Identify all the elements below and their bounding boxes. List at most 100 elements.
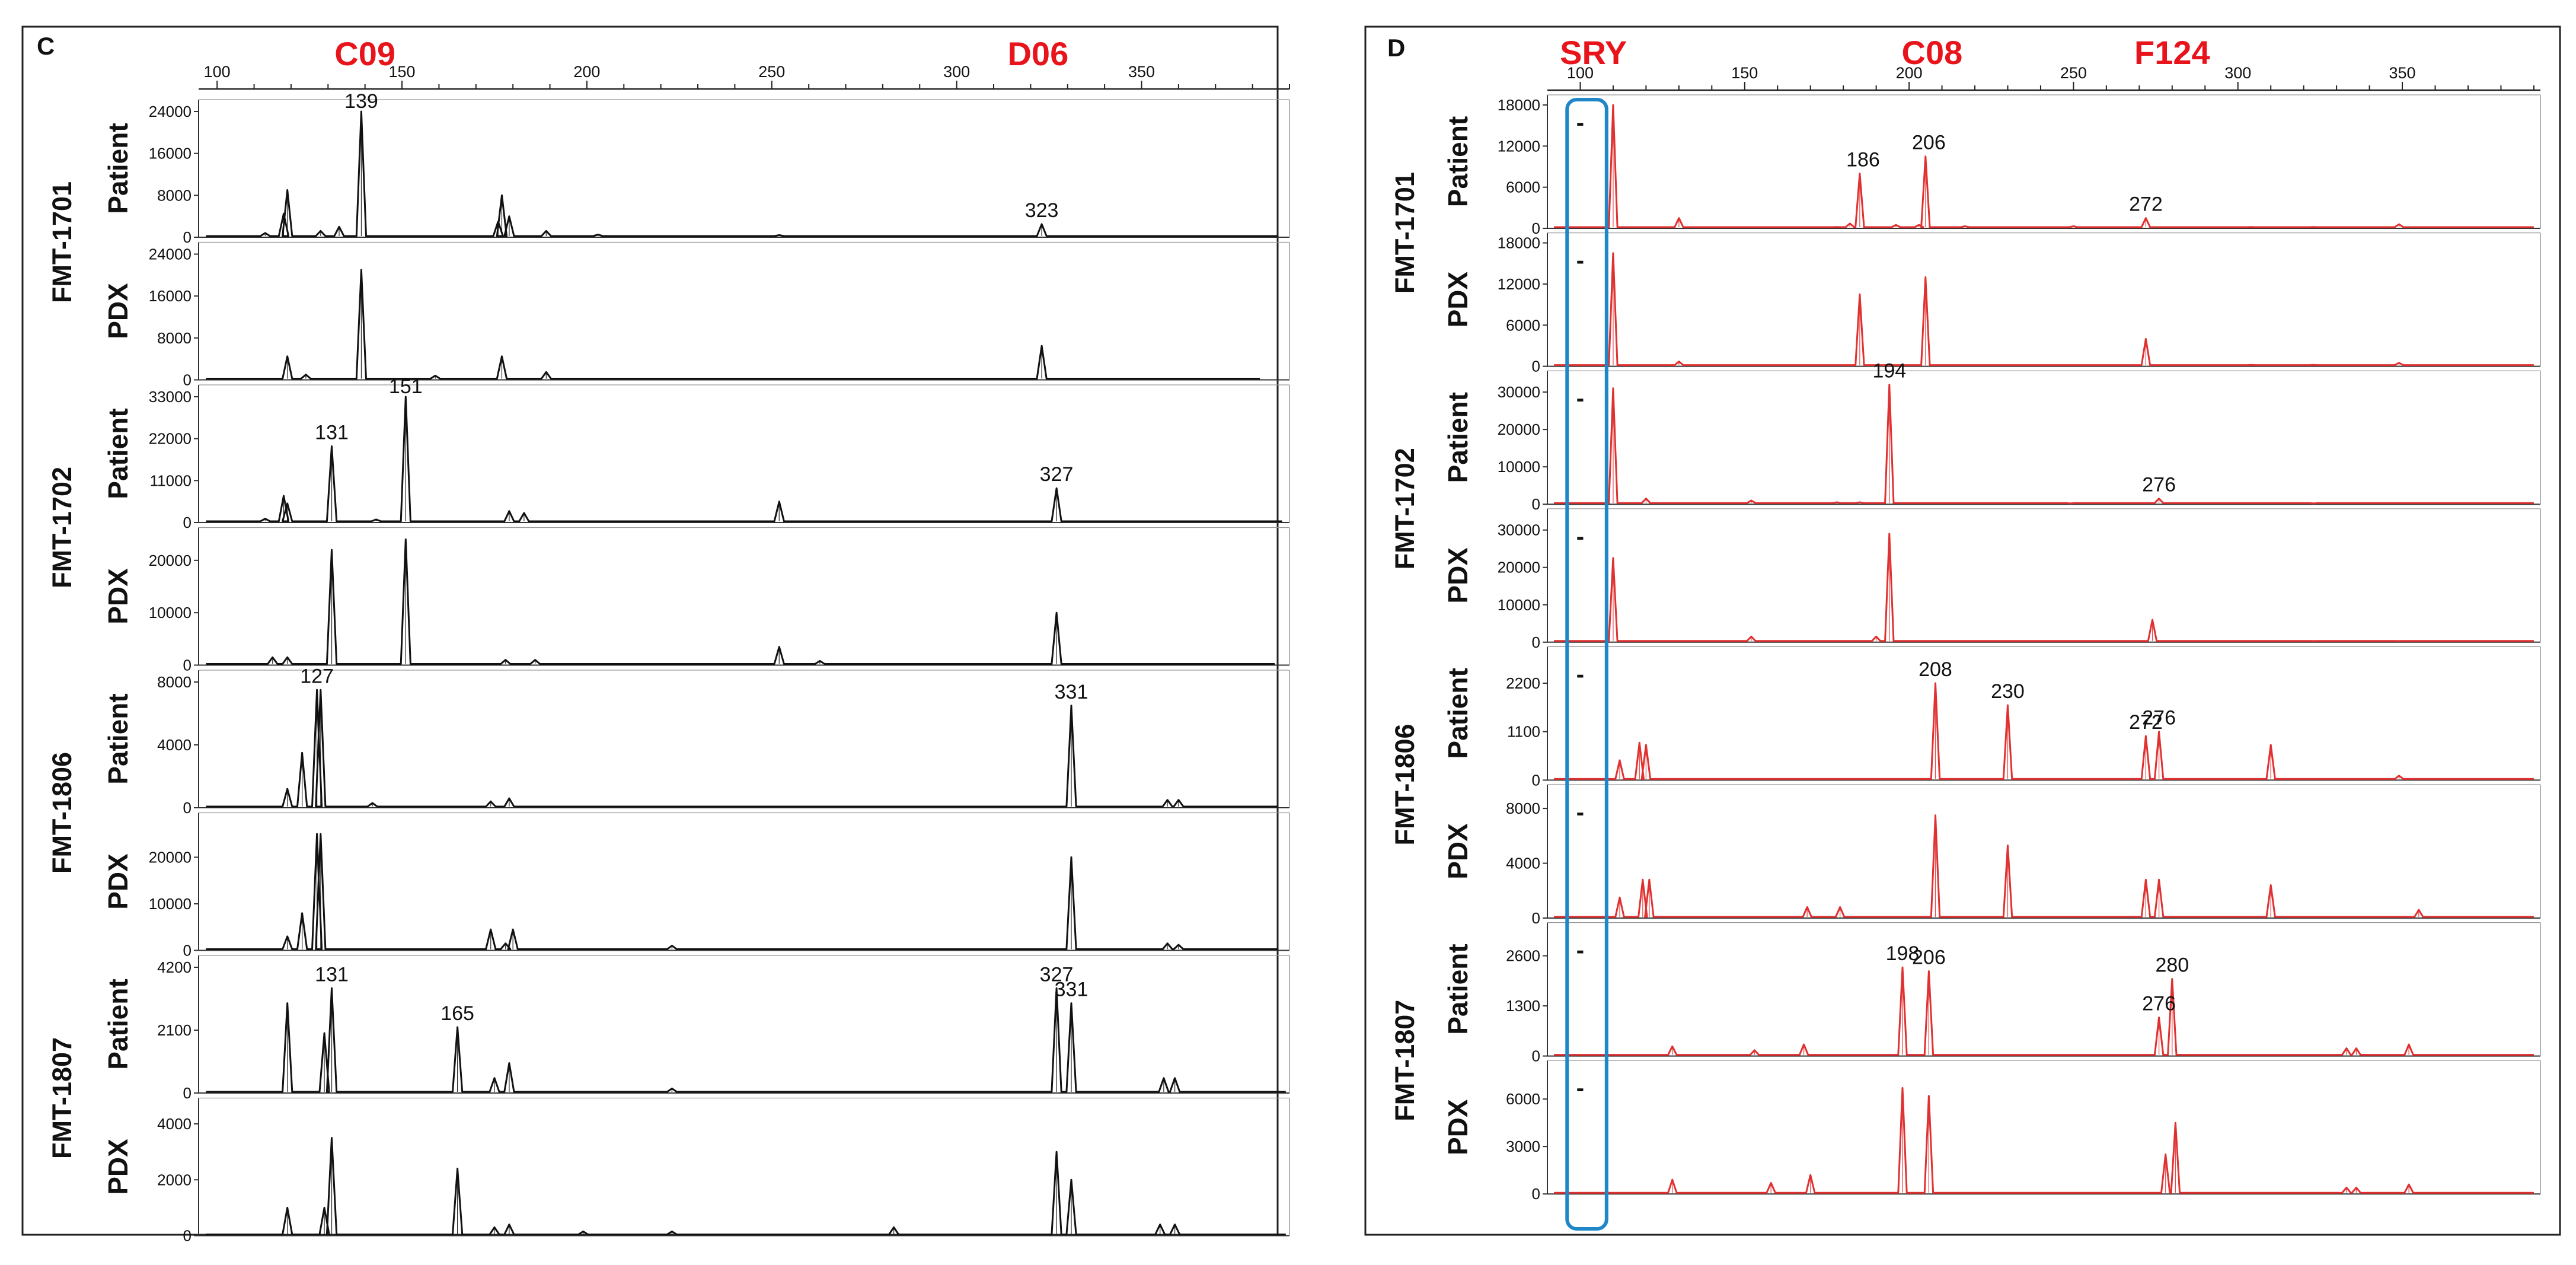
size-axis-tick-label: 150 [1731, 64, 1758, 82]
sample-id-fmt-1806: FMT-1806 [47, 752, 77, 874]
size-axis-tick-label: 350 [1128, 63, 1155, 81]
peak-size-label: 272 [2129, 711, 2163, 734]
track-type-label: Patient [103, 693, 133, 784]
trace-fmt-1701-pdx [1554, 252, 2534, 367]
panel-c-frame [21, 26, 1279, 1236]
y-axis-tick-label: 0 [1532, 358, 1540, 375]
trace-fmt-1702-pdx [1554, 533, 2534, 642]
track-type-label: PDX [1442, 1099, 1473, 1155]
peak-size-label: 276 [2142, 993, 2176, 1015]
y-axis-tick-label: 8000 [157, 673, 191, 691]
y-axis-tick-label: 6000 [1506, 179, 1540, 196]
size-axis-tick-label: 300 [943, 63, 970, 81]
sry-negative-mark: - [1576, 938, 1584, 964]
track-type-label: PDX [1442, 547, 1473, 604]
y-axis-tick-label: 10000 [1498, 458, 1540, 476]
peak-size-label: 323 [1025, 199, 1059, 222]
y-axis-tick-label: 2200 [1506, 674, 1540, 692]
track-type-label: PDX [1442, 271, 1473, 327]
trace-fmt-1702-pdx [206, 538, 1275, 665]
y-axis-tick-label: 0 [1532, 909, 1540, 927]
peak-size-label: 230 [1991, 680, 2025, 703]
track-fmt-1702-pdx: 0 10000 20000 30000 PDX - [1442, 508, 2541, 651]
y-axis-tick-label: 0 [183, 942, 191, 960]
peak-size-label: 194 [1872, 360, 1906, 383]
track-type-label: Patient [103, 123, 133, 214]
trace-fmt-1702-patient [206, 396, 1282, 522]
sample-id-fmt-1807: FMT-1807 [1390, 1000, 1420, 1121]
track-type-label: PDX [1442, 823, 1473, 880]
y-axis-tick-label: 18000 [1498, 96, 1540, 114]
sample-id-fmt-1702: FMT-1702 [1390, 448, 1420, 569]
peak-size-label: 198 [1886, 942, 1920, 965]
marker-label-f124: F124 [2134, 34, 2210, 71]
y-axis-tick-label: 1100 [1507, 723, 1540, 741]
size-axis-tick-label: 150 [389, 63, 416, 81]
y-axis-tick-label: 0 [183, 1084, 191, 1102]
sample-id-fmt-1701: FMT-1701 [1390, 172, 1420, 294]
panel-d-letter: D [1387, 34, 1405, 62]
track-type-label: Patient [1442, 668, 1473, 759]
y-axis-tick-label: 11000 [150, 471, 191, 489]
y-axis-tick-label: 10000 [149, 604, 191, 622]
y-axis-tick-label: 24000 [149, 103, 191, 120]
trace-fmt-1806-patient [206, 689, 1279, 808]
trace-fmt-1806-patient [1554, 682, 2534, 780]
track-fmt-1702-patient: 0 10000 20000 30000 194 276 Patient - [1442, 360, 2541, 513]
y-axis-tick-label: 16000 [149, 287, 191, 305]
y-axis-tick-label: 16000 [149, 145, 191, 162]
track-type-label: PDX [103, 1139, 133, 1195]
panel-d-fragment-analysis: D SRY C08 F124 100 150 200 250 300 350 0 6000 12000 1… [1364, 26, 2561, 1236]
peak-size-label: 131 [315, 963, 349, 986]
marker-label-c09: C09 [334, 35, 395, 72]
y-axis-tick-label: 22000 [149, 430, 191, 448]
trace-fmt-1807-pdx [206, 1137, 1286, 1235]
trace-fmt-1806-pdx [1554, 814, 2534, 918]
sry-negative-mark: - [1576, 248, 1584, 274]
y-axis-tick-label: 6000 [1506, 1090, 1540, 1108]
peak-size-label: 276 [2142, 474, 2176, 496]
size-axis-tick-label: 350 [2389, 64, 2416, 82]
y-axis-tick-label: 8000 [157, 329, 191, 347]
peak-size-label: 327 [1040, 963, 1074, 986]
peak-size-label: 131 [315, 422, 349, 444]
sry-negative-mark: - [1576, 524, 1584, 550]
y-axis-tick-label: 33000 [149, 388, 191, 406]
y-axis-tick-label: 0 [183, 657, 191, 674]
sry-negative-mark: - [1576, 385, 1584, 412]
sample-id-fmt-1806: FMT-1806 [1390, 724, 1420, 845]
y-axis-tick-label: 0 [183, 799, 191, 817]
y-axis-tick-label: 8000 [157, 186, 191, 204]
y-axis-tick-label: 20000 [1498, 559, 1540, 576]
peak-size-label: 327 [1040, 463, 1074, 486]
size-axis-tick-label: 250 [2060, 64, 2087, 82]
trace-fmt-1807-patient [1554, 966, 2534, 1056]
y-axis-tick-label: 4200 [157, 958, 191, 976]
sry-negative-mark: - [1576, 1075, 1584, 1101]
y-axis-tick-label: 0 [183, 1227, 191, 1245]
size-axis-tick-label: 200 [573, 63, 600, 81]
y-axis-tick-label: 20000 [149, 848, 191, 866]
peak-size-label: 331 [1055, 681, 1089, 703]
y-axis-tick-label: 0 [1532, 633, 1540, 651]
peak-size-label: 127 [300, 665, 334, 687]
y-axis-tick-label: 8000 [1506, 799, 1540, 817]
peak-size-label: 280 [2155, 954, 2189, 977]
y-axis-tick-label: 20000 [1498, 420, 1540, 438]
y-axis-tick-label: 4000 [1506, 855, 1540, 872]
sample-id-fmt-1807: FMT-1807 [47, 1037, 77, 1159]
y-axis-tick-label: 6000 [1506, 316, 1540, 334]
trace-fmt-1807-patient [206, 987, 1286, 1093]
sry-negative-mark: - [1576, 799, 1584, 826]
y-axis-tick-label: 12000 [1498, 275, 1540, 293]
panel-d-frame [1364, 26, 2561, 1236]
track-fmt-1701-pdx: 0 8000 16000 24000 PDX [103, 241, 1290, 389]
track-fmt-1806-patient: 0 4000 8000 127 331 Patient [103, 665, 1290, 817]
track-fmt-1807-pdx: 0 2000 4000 PDX [103, 1097, 1290, 1245]
marker-label-c08: C08 [1902, 34, 1963, 71]
track-type-label: Patient [1442, 392, 1473, 483]
y-axis-tick-label: 0 [1532, 771, 1540, 789]
track-type-label: Patient [1442, 116, 1473, 207]
